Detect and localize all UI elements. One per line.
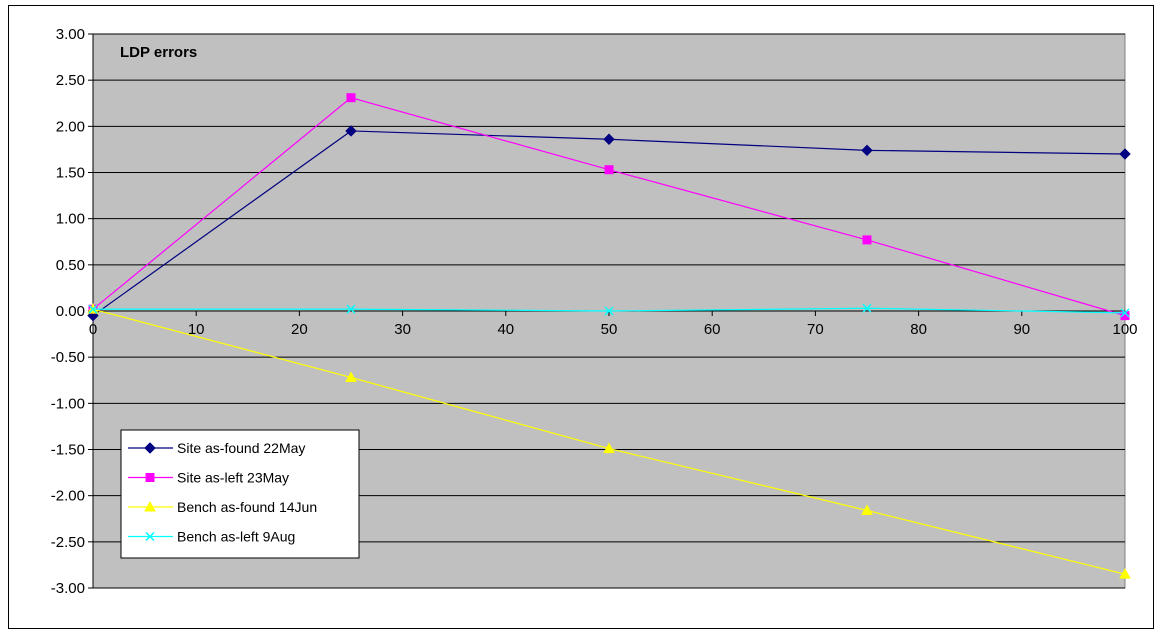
legend-item: Bench as-left 9Aug: [128, 529, 295, 545]
data-point-square: [862, 235, 872, 245]
data-point-square: [1120, 311, 1130, 321]
legend-item: Site as-found 22May: [128, 440, 305, 456]
x-tick-label: 70: [807, 321, 824, 338]
legend-label: Site as-left 23May: [177, 470, 289, 486]
legend-item: Bench as-found 14Jun: [128, 499, 317, 515]
data-point-diamond: [1119, 148, 1131, 160]
x-tick-label: 50: [601, 321, 618, 338]
data-point-diamond: [861, 144, 873, 157]
x-tick-label: 40: [497, 321, 514, 338]
data-point-x: [1120, 308, 1130, 318]
y-axis: 3.00 2.50 2.00 1.50 1.00 0.50 0.00 -0.50 -1.00 -1…: [51, 26, 94, 597]
data-point-x: [862, 303, 872, 313]
legend: Site as-found 22May Site as-left 23May Ben…: [120, 429, 360, 559]
x-tick-label: 0: [89, 321, 97, 338]
legend-label: Bench as-found 14Jun: [177, 499, 317, 515]
data-point-square: [145, 473, 155, 482]
y-tick-label: -1.00: [51, 395, 85, 412]
data-point-triangle: [1119, 568, 1131, 579]
x-axis: 0 10 20 30 40 50 60 70 80 90 100: [89, 310, 1138, 338]
data-point-triangle: [861, 504, 873, 515]
data-point-diamond: [144, 442, 156, 454]
y-tick-label: -2.50: [51, 534, 85, 551]
data-point-diamond: [603, 133, 615, 145]
data-point-x-stroke: [1120, 308, 1130, 318]
series-3: [87, 303, 1131, 579]
data-point-x-stroke: [346, 304, 356, 314]
data-point-x-stroke: [88, 304, 98, 314]
legend-label: Bench as-left 9Aug: [177, 529, 295, 545]
y-tick-label: 1.50: [56, 165, 85, 182]
y-tick-label: 2.50: [56, 72, 85, 89]
data-point-square: [346, 93, 356, 103]
data-point-diamond: [345, 125, 357, 137]
data-point-x: [145, 531, 155, 542]
x-tick-label: 20: [291, 321, 308, 338]
data-point-triangle: [345, 371, 357, 382]
y-tick-label: 0.00: [56, 303, 85, 320]
series-2: [88, 93, 1130, 321]
legend-item: Site as-left 23May: [128, 470, 289, 486]
x-tick-label: 100: [1112, 321, 1137, 338]
series-4: [88, 303, 1130, 318]
series-layer: [87, 93, 1131, 579]
data-point-x: [88, 304, 98, 314]
data-point-x-stroke: [604, 306, 614, 316]
x-tick-label: 90: [1013, 321, 1030, 338]
y-tick-label: -0.50: [51, 349, 85, 366]
x-tick-label: 80: [910, 321, 927, 338]
data-point-x: [604, 306, 614, 316]
x-tick-label: 10: [188, 321, 205, 338]
data-point-x-stroke: [145, 531, 155, 542]
data-point-square: [604, 165, 614, 175]
chart-title: LDP errors: [120, 44, 197, 61]
legend-label: Site as-found 22May: [177, 440, 305, 456]
y-tick-label: -1.50: [51, 442, 85, 459]
data-point-x-stroke: [862, 303, 872, 313]
y-tick-label: 3.00: [56, 26, 85, 43]
x-tick-label: 30: [394, 321, 411, 338]
x-tick-label: 60: [704, 321, 721, 338]
data-point-triangle: [603, 442, 615, 454]
y-tick-label: -2.00: [51, 488, 85, 505]
series-1: [87, 125, 1131, 322]
y-tick-label: -3.00: [51, 580, 85, 597]
data-point-triangle: [144, 500, 156, 512]
data-point-x: [346, 304, 356, 314]
y-tick-label: 0.50: [56, 257, 85, 274]
y-tick-label: 2.00: [56, 118, 85, 135]
y-tick-label: 1.00: [56, 211, 85, 228]
